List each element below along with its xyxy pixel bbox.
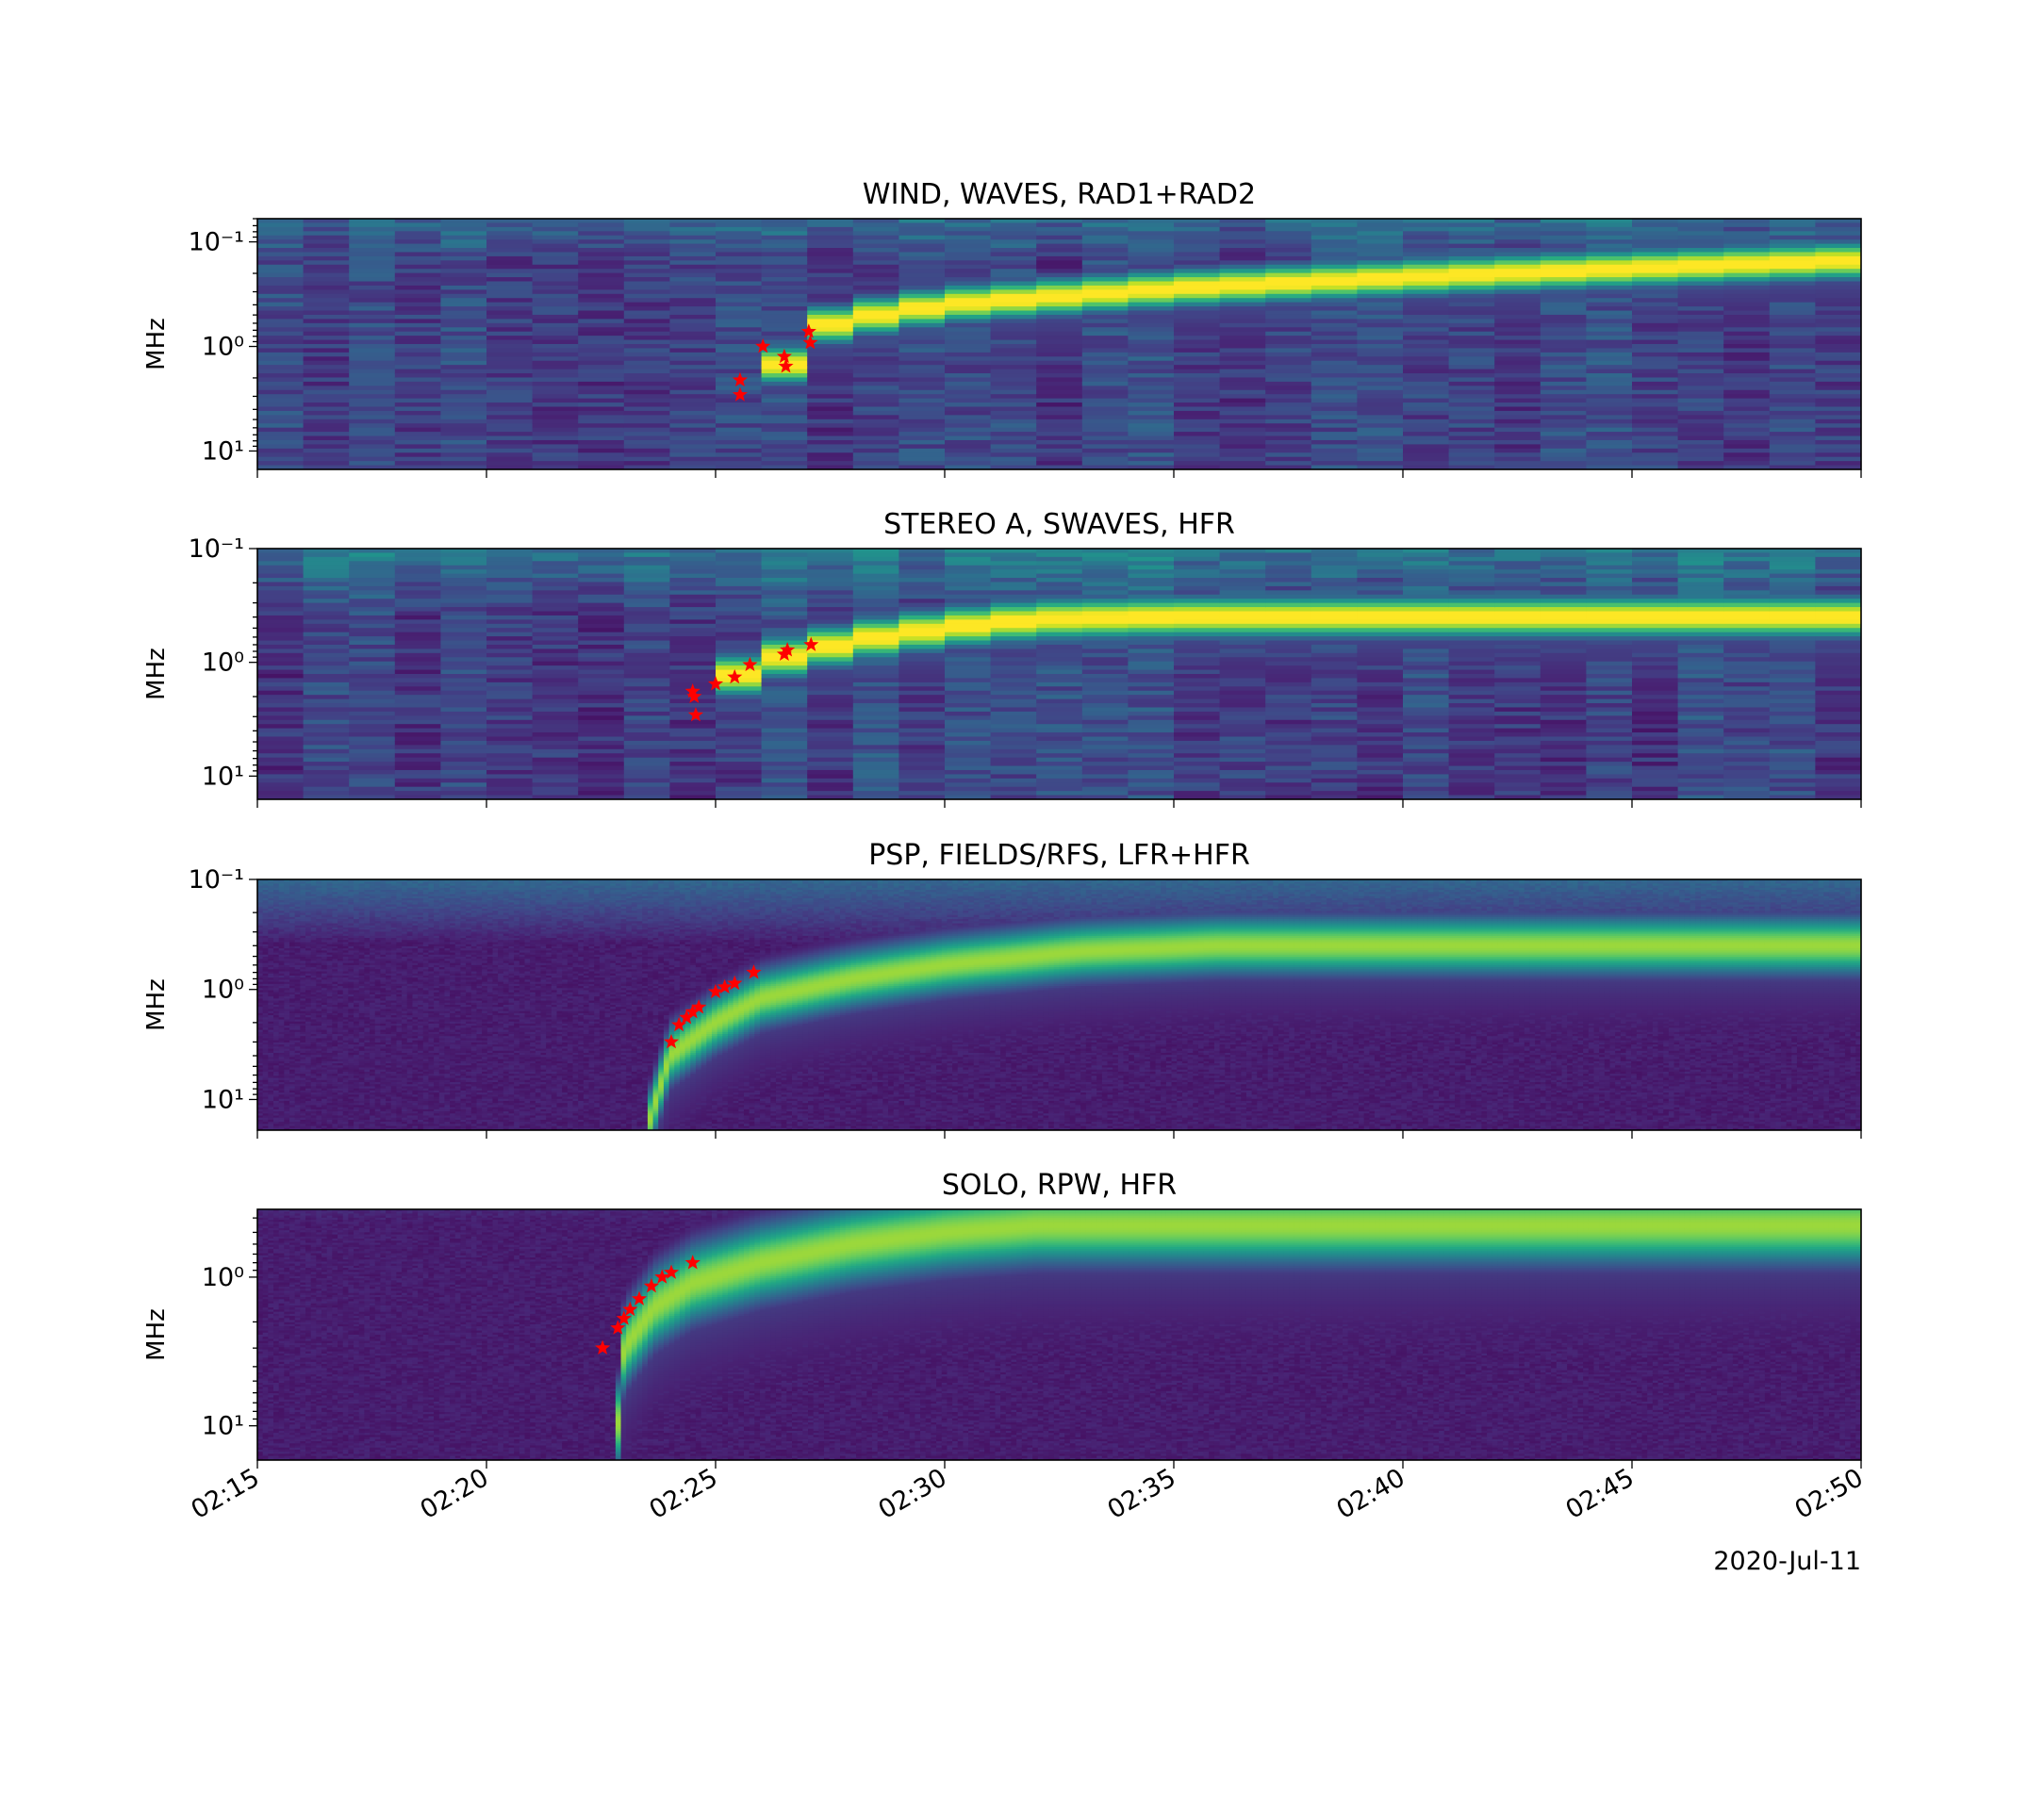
panel-3: PSP, FIELDS/RFS, LFR+HFR MHz 10⁻¹ 10⁰ 10¹ — [142, 839, 1862, 1139]
y-tick-label: 10⁻¹ — [189, 534, 244, 564]
x-tick-label: 02:30 — [874, 1463, 952, 1525]
spectrogram-1 — [257, 219, 1862, 470]
y-tick-label: 10⁰ — [202, 333, 244, 362]
spectrogram-4 — [257, 1209, 1862, 1461]
y-tick-label: 10⁰ — [202, 1263, 244, 1292]
spectrogram-3 — [257, 879, 1862, 1131]
y-axis-label-1: MHz — [142, 318, 171, 370]
y-tick-label: 10⁰ — [202, 976, 244, 1005]
y-tick-label: 10¹ — [202, 1412, 244, 1441]
x-tick-label: 02:25 — [645, 1463, 723, 1525]
x-tick-label: 02:15 — [187, 1463, 265, 1525]
x-tick-label: 02:50 — [1790, 1463, 1869, 1525]
y-tick-label: 10¹ — [202, 436, 244, 466]
panel-4: SOLO, RPW, HFR MHz 10⁰ 10¹ 02:15 02:20 02:25 02… — [142, 1169, 1869, 1525]
panel-title-2: STEREO A, SWAVES, HFR — [883, 508, 1235, 541]
x-tick-label: 02:35 — [1103, 1463, 1181, 1525]
y-tick-label: 10¹ — [202, 762, 244, 791]
panel-title-1: WIND, WAVES, RAD1+RAD2 — [863, 178, 1256, 211]
date-label: 2020-Jul-11 — [1713, 1547, 1861, 1576]
y-axis-label-3: MHz — [142, 978, 171, 1031]
x-tick-label: 02:20 — [416, 1463, 494, 1525]
panels: WIND, WAVES, RAD1+RAD2MHz10⁻¹10⁰10¹STERE… — [142, 178, 1869, 1525]
x-tick-label: 02:40 — [1332, 1463, 1410, 1525]
y-axis-label-4: MHz — [142, 1308, 171, 1361]
spectrogram-2 — [257, 549, 1862, 800]
y-tick-label: 10⁰ — [202, 649, 244, 678]
y-axis-label-2: MHz — [142, 648, 171, 700]
panel-title-3: PSP, FIELDS/RFS, LFR+HFR — [868, 839, 1250, 872]
panel-1: WIND, WAVES, RAD1+RAD2 MHz 10⁻¹ 10⁰ 10¹ — [142, 178, 1862, 478]
y-tick-label: 10⁻¹ — [189, 865, 244, 895]
panel-title-4: SOLO, RPW, HFR — [942, 1169, 1177, 1202]
y-tick-label: 10⁻¹ — [189, 228, 244, 257]
x-tick-label: 02:45 — [1561, 1463, 1640, 1525]
panel-2: STEREO A, SWAVES, HFR MHz 10⁻¹ 10⁰ 10¹ — [142, 508, 1862, 808]
y-tick-label: 10¹ — [202, 1085, 244, 1114]
